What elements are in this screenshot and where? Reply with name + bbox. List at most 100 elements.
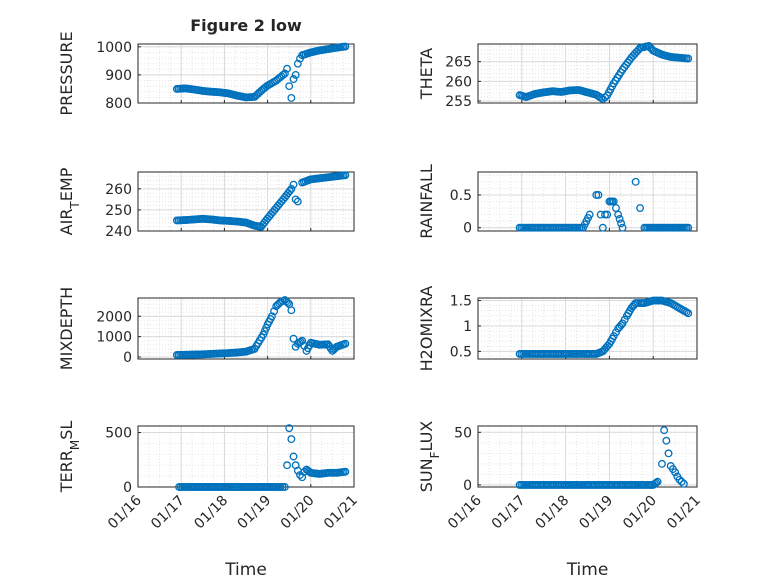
y-tick-label: 1.5 [450,294,472,310]
y-tick-label: 1000 [96,330,132,346]
data-point [675,475,684,484]
y-tick-label: 0 [123,480,132,496]
y-tick-label: 0.5 [450,188,472,204]
data-point [631,177,640,186]
data-point [289,452,298,461]
y-axis-label: THETA [417,48,436,100]
y-axis-label: RAINFALL [417,164,436,239]
subplot-3: 0 0.5 RAINFALL [417,164,698,239]
data-point [289,334,298,343]
data-point [679,479,688,488]
axes-box [137,171,355,232]
data-point [664,449,673,458]
y-tick-label: 240 [105,224,132,240]
data-point [291,195,300,204]
data-point [636,204,645,213]
data-point [612,328,620,337]
data-point [684,223,693,232]
axes-box [477,43,698,104]
x-tick-label: 01/21 [321,493,361,533]
y-tick-label: 1 [463,319,472,335]
data-point [280,69,289,78]
data-point [658,459,666,468]
subplot-6: 0 500 01/16 01/17 01/18 01/19 01/20 01/21 TERRMS… [57,421,361,580]
data-point [341,171,350,180]
y-tick-label: 50 [454,425,472,441]
y-tick-label: 0 [123,350,132,366]
x-tick-label: 01/17 [489,493,529,533]
x-tick-label: 01/20 [620,493,660,533]
data-point [631,299,640,308]
data-point [287,184,296,193]
y-tick-label: 900 [105,68,132,84]
subplot-1: 255 260 265 THETA [417,42,698,110]
y-axis-label: PRESSURE [57,31,76,115]
x-axis-label: Time [224,560,267,580]
y-axis-label: MIXDEPTH [57,287,76,370]
data-point [615,215,624,223]
y-tick-label: 0.5 [450,344,472,360]
x-tick-label: 01/17 [148,493,188,533]
x-tick-label: 01/16 [445,492,485,532]
y-tick-label: 260 [445,74,472,90]
axes-box [477,171,698,232]
data-point [287,93,296,102]
data-point [662,436,671,445]
data-point [671,468,680,477]
data-point [289,75,298,84]
y-axis-label: TERRMSL [57,421,82,494]
axes-box [477,297,698,360]
x-tick-label: 01/18 [533,493,573,533]
data-point [598,223,607,232]
data-point [270,307,279,316]
data-point [601,93,609,102]
data-point [660,426,669,435]
y-tick-label: 800 [105,96,132,112]
data-point [285,424,294,433]
x-tick-label: 01/18 [191,493,231,533]
data-point [601,210,609,219]
data-point [653,477,662,486]
data-point [267,312,276,321]
y-tick-label: 2000 [96,309,132,325]
data-point [287,306,296,315]
x-tick-label: 01/16 [105,492,145,532]
data-point [280,483,289,491]
y-tick-label: 255 [445,94,472,110]
data-point [289,180,298,189]
figure-title: Figure 2 low [190,16,302,35]
data-point [293,59,302,68]
data-point [283,64,291,73]
data-point [283,298,292,307]
data-point [293,197,302,206]
y-axis-label: AIRTEMP [57,167,82,235]
data-point [341,467,350,476]
subplot-5: 0.5 1 1.5 H2OMIXRA [417,286,698,372]
data-point [603,210,612,219]
data-point [620,315,629,324]
y-axis-label: H2OMIXRA [417,286,436,372]
data-point [285,82,294,91]
x-tick-label: 01/20 [278,493,318,533]
data-point [684,309,693,318]
y-tick-label: 500 [105,426,132,442]
y-tick-label: 250 [105,203,132,219]
data-point [287,435,296,444]
x-tick-label: 01/19 [576,493,616,533]
axes-box [137,43,355,104]
data-point [341,42,350,51]
subplot-0: 800 900 1000 PRESSURE [57,31,355,116]
data-point [618,319,627,328]
data-point [592,190,601,199]
data-point [585,210,594,219]
x-axis-label: Time [566,560,609,580]
x-tick-label: 01/21 [664,493,704,533]
subplot-7: 0 50 01/16 01/17 01/18 01/19 01/20 01/21 SUNFLUX… [417,421,704,580]
data-point [279,70,288,79]
data-point [283,461,291,470]
data-point [291,70,300,79]
data-point [341,339,350,348]
data-point [298,336,307,345]
data-point [677,477,686,486]
